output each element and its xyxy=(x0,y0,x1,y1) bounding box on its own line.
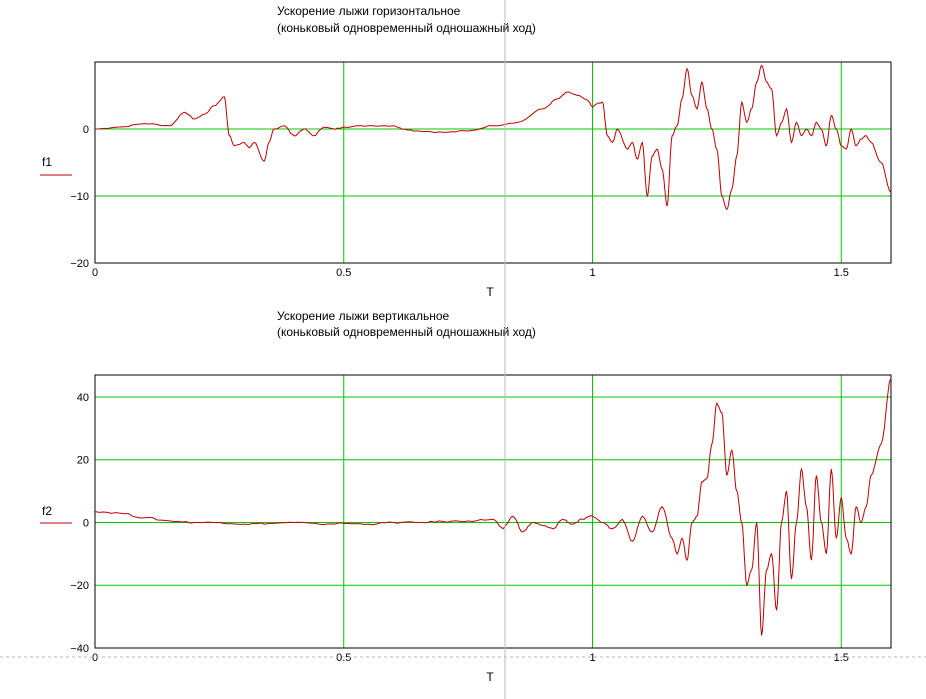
y-tick-label: −10 xyxy=(70,191,89,203)
chart-subtitle: (коньковый одновременный одношажный ход) xyxy=(277,325,536,339)
x-tick-label: 1 xyxy=(589,267,595,279)
chart-title: Ускорение лыжи горизонтальное xyxy=(277,4,461,18)
plot-frame xyxy=(94,374,892,649)
chart-1: Ускорение лыжи горизонтальное (коньковый … xyxy=(40,4,892,299)
series-line xyxy=(94,377,892,636)
chart-subtitle: (коньковый одновременный одношажный ход) xyxy=(277,21,536,35)
chart-title: Ускорение лыжи вертикальное xyxy=(277,309,450,323)
y-tick-label: 0 xyxy=(83,124,89,136)
y-tick-label: −20 xyxy=(70,580,89,592)
x-tick-label: 1.5 xyxy=(834,652,849,664)
x-tick-label: 0 xyxy=(92,652,98,664)
x-tick-label: 0.5 xyxy=(336,652,351,664)
y-tick-label: 0 xyxy=(83,517,89,529)
y-tick-label: −40 xyxy=(70,643,89,655)
x-tick-label: 1.5 xyxy=(834,267,849,279)
y-tick-label: 20 xyxy=(77,455,89,467)
y-axis-label: f1 xyxy=(42,155,52,169)
x-axis-label: T xyxy=(486,670,494,684)
plot-frame xyxy=(94,61,892,264)
x-axis-label: T xyxy=(486,285,494,299)
x-tick-label: 0.5 xyxy=(336,267,351,279)
series-line xyxy=(94,64,892,211)
chart-2: Ускорение лыжи вертикальное (коньковый од… xyxy=(40,309,892,684)
x-tick-label: 1 xyxy=(589,652,595,664)
x-tick-label: 0 xyxy=(92,267,98,279)
y-tick-label: −20 xyxy=(70,258,89,270)
y-tick-label: 40 xyxy=(77,392,89,404)
y-axis-label: f2 xyxy=(42,504,52,518)
